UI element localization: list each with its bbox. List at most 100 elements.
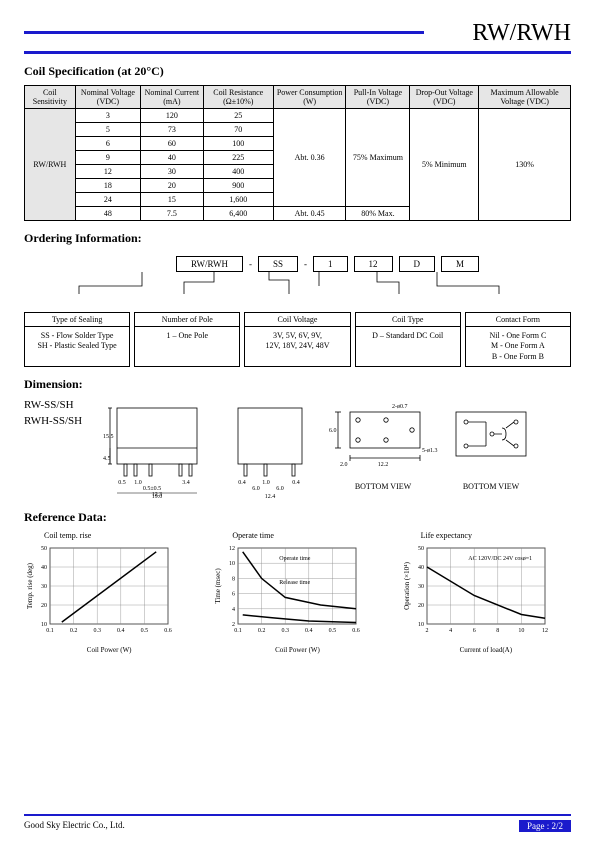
spec-col-7: Maximum Allowable Voltage (VDC): [479, 86, 571, 109]
chart-0: Coil temp. rise0.10.20.30.40.50.61020304…: [24, 531, 194, 654]
spec-cell: 3: [75, 109, 140, 123]
spec-col-6: Drop-Out Voltage (VDC): [410, 86, 479, 109]
coil-heading: Coil Specification (at 20°C): [24, 64, 571, 79]
spec-cell: 900: [203, 179, 273, 193]
dim-pin2: 0.4: [292, 480, 300, 486]
dim-pin1: 0.4: [238, 480, 246, 486]
chart-2: Life expectancy246810121020304050AC 120V…: [401, 531, 571, 654]
dim-pb: 1.0: [134, 480, 142, 486]
svg-text:12: 12: [229, 546, 235, 552]
ordering-part-5: M: [441, 256, 479, 272]
spec-cell: 5: [75, 123, 140, 137]
header-rule: [24, 31, 424, 34]
dim-schematic: [446, 398, 536, 478]
footer: Good Sky Electric Co., Ltd. Page : 2/2: [24, 820, 571, 832]
svg-text:Temp. rise (deg): Temp. rise (deg): [26, 563, 34, 610]
dim-pa: 0.5: [118, 480, 126, 486]
svg-text:0.1: 0.1: [235, 628, 243, 634]
dim-w2: 12.4: [265, 494, 276, 498]
spec-col-3: Coil Resistance (Ω±10%): [203, 86, 273, 109]
spec-cell: 120: [141, 109, 204, 123]
ordering-desc-body: 1 – One Pole: [135, 327, 239, 345]
svg-text:0.3: 0.3: [93, 628, 101, 634]
svg-text:50: 50: [418, 546, 424, 552]
ordering-desc-0: Type of SealingSS - Flow Solder TypeSH -…: [24, 312, 130, 367]
svg-text:Operation (×10⁴): Operation (×10⁴): [403, 562, 411, 610]
chart-title: Operate time: [232, 531, 382, 540]
spec-cell: 30: [141, 165, 204, 179]
svg-text:0.5: 0.5: [329, 628, 337, 634]
ordering-desc-3: Coil TypeD – Standard DC Coil: [355, 312, 461, 367]
spec-power2: Abt. 0.45: [273, 207, 346, 221]
svg-text:0.2: 0.2: [258, 628, 266, 634]
spec-cell: 6,400: [203, 207, 273, 221]
svg-text:40: 40: [41, 565, 47, 571]
spec-cell: 18: [75, 179, 140, 193]
dim-variant-2: RWH-SS/SH: [24, 414, 94, 429]
dim-notch: 4.5: [103, 456, 111, 462]
bottom-view-label-2: BOTTOM VIEW: [446, 482, 536, 491]
ordering-part-4: D: [399, 256, 436, 272]
ordering-desc-1: Number of Pole1 – One Pole: [134, 312, 240, 367]
spec-sensitivity: RW/RWH: [25, 109, 76, 221]
ordering-desc-2: Coil Voltage3V, 5V, 6V, 9V,12V, 18V, 24V…: [244, 312, 350, 367]
svg-text:2: 2: [232, 622, 235, 628]
svg-text:0.6: 0.6: [164, 628, 172, 634]
svg-text:0.5: 0.5: [141, 628, 149, 634]
ordering-desc-title: Number of Pole: [135, 313, 239, 327]
dash: -: [304, 259, 307, 269]
ordering-desc-body: 3V, 5V, 6V, 9V,12V, 18V, 24V, 48V: [245, 327, 349, 356]
ordering-desc-title: Contact Form: [466, 313, 570, 327]
spec-cell: 25: [203, 109, 273, 123]
spec-cell: 24: [75, 193, 140, 207]
dimension-heading: Dimension:: [24, 377, 571, 392]
ordering-heading: Ordering Information:: [24, 231, 571, 246]
spec-cell: 15: [141, 193, 204, 207]
svg-text:8: 8: [496, 628, 499, 634]
svg-text:Release time: Release time: [280, 580, 311, 586]
coil-spec-table: Coil SensitivityNominal Voltage (VDC)Nom…: [24, 85, 571, 221]
bottom-view-label-1: BOTTOM VIEW: [328, 482, 438, 491]
chart-title: Life expectancy: [421, 531, 571, 540]
dim-variant-1: RW-SS/SH: [24, 398, 94, 413]
ordering-desc-4: Contact FormNil - One Form CM - One Form…: [465, 312, 571, 367]
svg-text:4: 4: [449, 628, 452, 634]
spec-cell: 1,600: [203, 193, 273, 207]
spec-cell: 12: [75, 165, 140, 179]
ordering-desc-body: Nil - One Form CM - One Form AB - One Fo…: [466, 327, 570, 366]
ordering-desc-body: SS - Flow Solder TypeSH - Plastic Sealed…: [25, 327, 129, 356]
ordering-part-0: RW/RWH: [176, 256, 243, 272]
spec-cell: 40: [141, 151, 204, 165]
footer-rule: [24, 814, 571, 816]
svg-text:AC 120V/DC 24V cosø=1: AC 120V/DC 24V cosø=1: [468, 556, 532, 562]
product-title: RW/RWH: [472, 20, 571, 47]
spec-col-1: Nominal Voltage (VDC): [75, 86, 140, 109]
spec-cell: 225: [203, 151, 273, 165]
spec-dropout: 5% Minimum: [410, 109, 479, 221]
header: RW/RWH: [24, 20, 571, 47]
svg-text:20: 20: [418, 603, 424, 609]
svg-text:0.4: 0.4: [305, 628, 313, 634]
svg-text:20: 20: [41, 603, 47, 609]
spec-cell: 7.5: [141, 207, 204, 221]
spec-cell: 73: [141, 123, 204, 137]
chart-xlabel: Coil Power (W): [24, 646, 194, 654]
svg-text:2: 2: [425, 628, 428, 634]
svg-text:30: 30: [41, 584, 47, 590]
svg-text:8: 8: [232, 577, 235, 583]
dim-pd: 3.4: [182, 480, 190, 486]
svg-text:Operate time: Operate time: [280, 556, 311, 562]
chart-svg: 246810121020304050AC 120V/DC 24V cosø=1O…: [401, 542, 551, 642]
reference-heading: Reference Data:: [24, 510, 571, 525]
svg-text:50: 50: [41, 546, 47, 552]
dim-fpm: 2.0: [340, 462, 348, 468]
svg-text:10: 10: [418, 622, 424, 628]
chart-title: Coil temp. rise: [44, 531, 194, 540]
ordering-desc-body: D – Standard DC Coil: [356, 327, 460, 345]
chart-svg: 0.10.20.30.40.50.61020304050Temp. rise (…: [24, 542, 174, 642]
spec-cell: 70: [203, 123, 273, 137]
ordering-desc-title: Coil Type: [356, 313, 460, 327]
svg-text:10: 10: [518, 628, 524, 634]
dim-fph: 6.0: [329, 428, 337, 434]
dim-pb2: 1.0: [262, 480, 270, 486]
